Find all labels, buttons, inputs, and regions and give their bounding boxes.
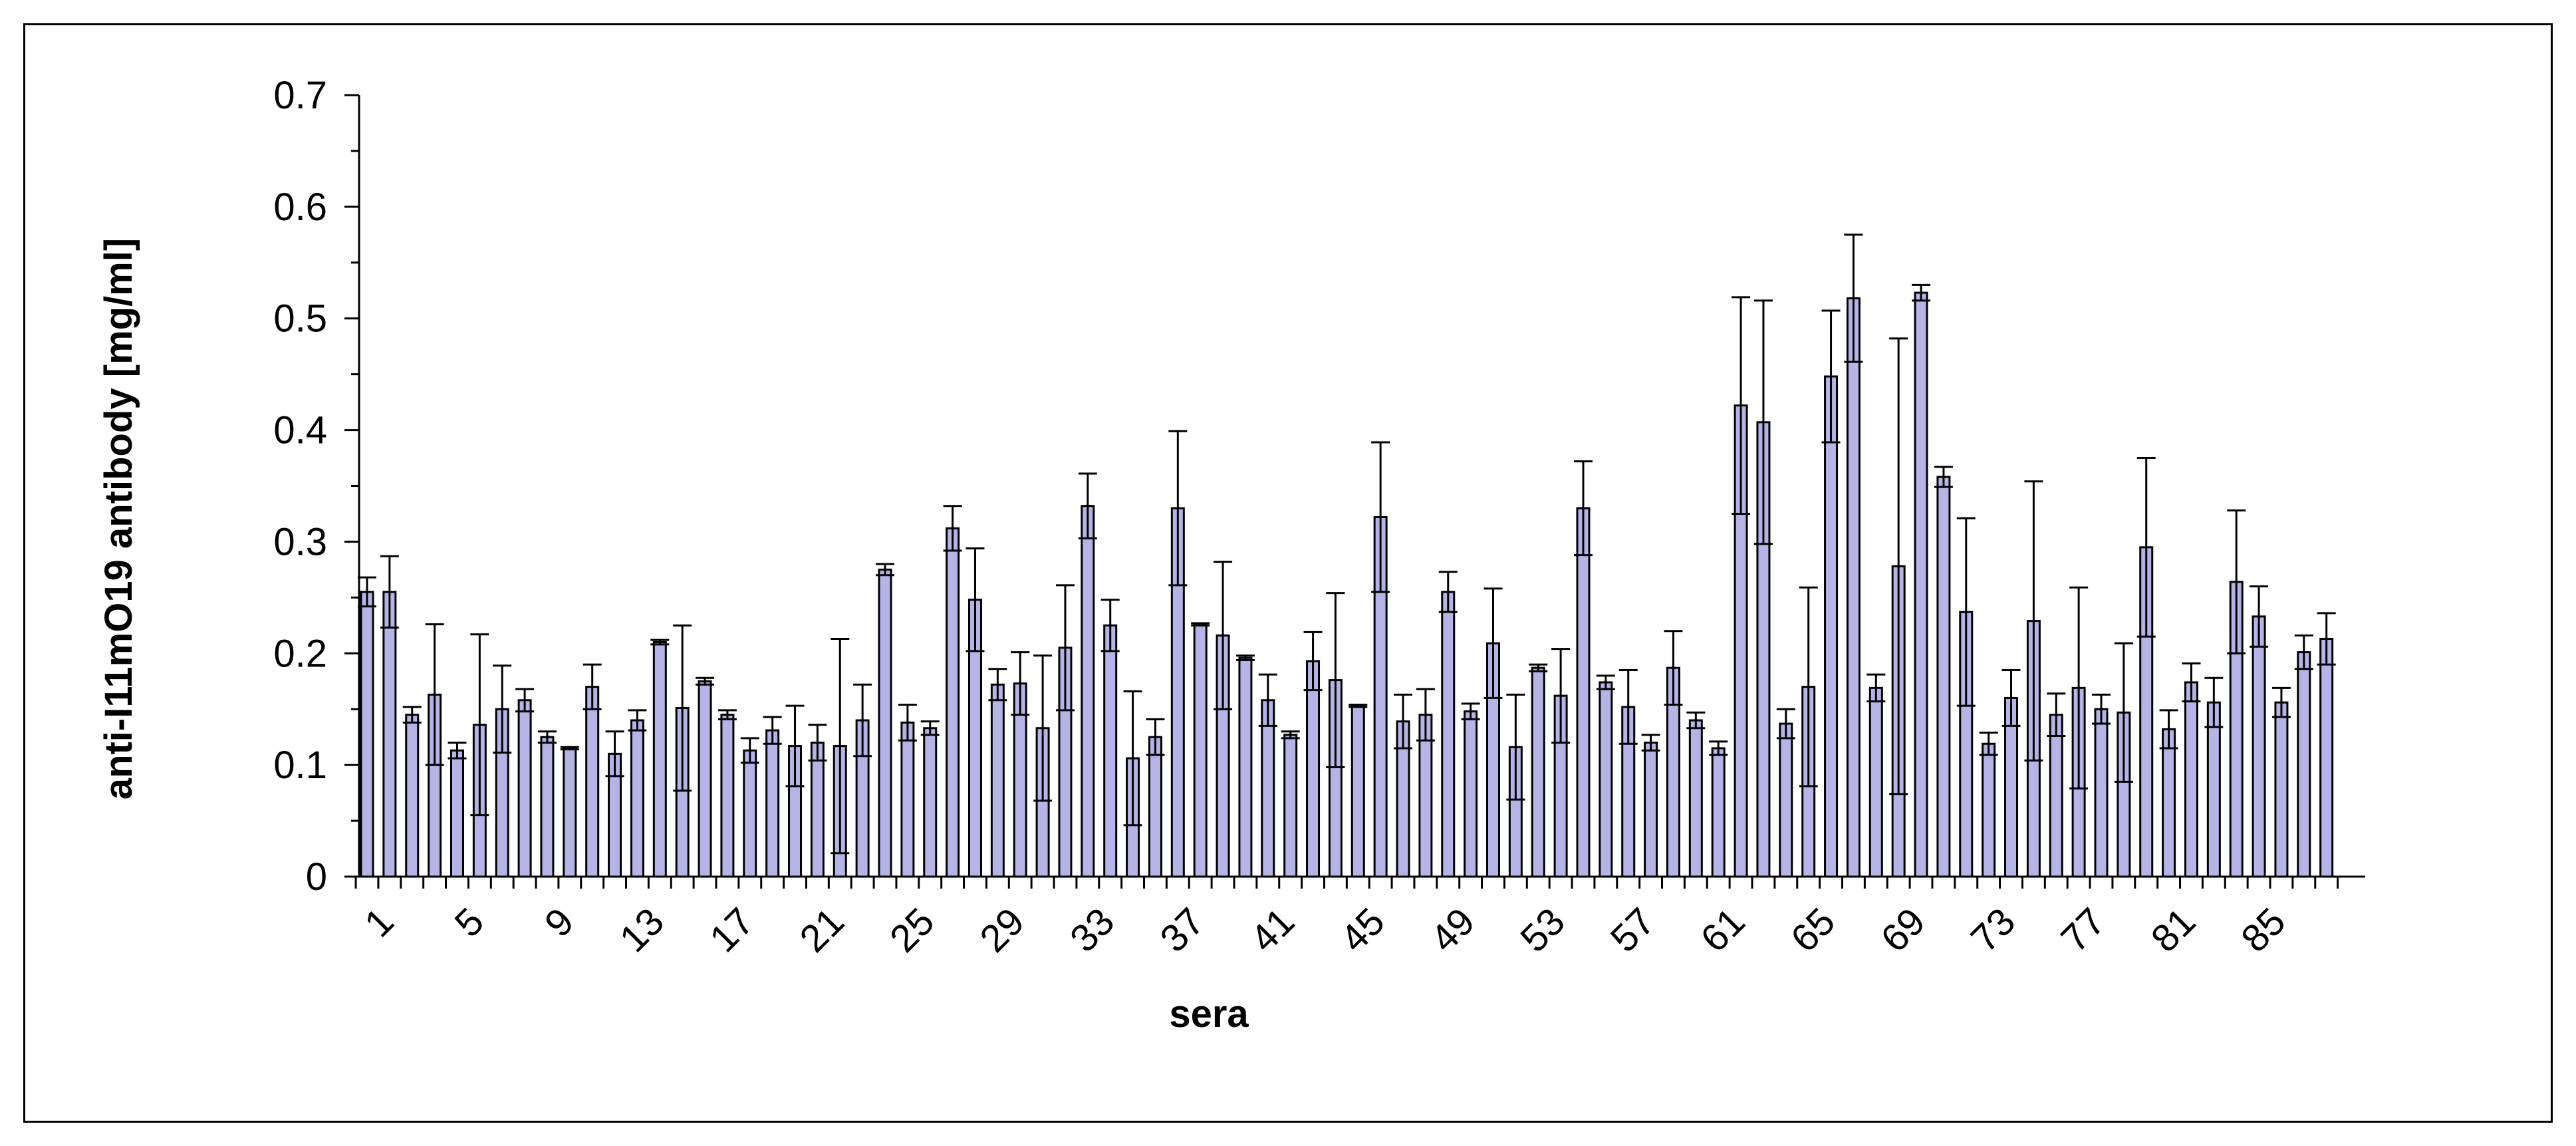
x-tick-label: 13 (611, 900, 672, 961)
bar (585, 686, 600, 878)
bar (1868, 686, 1883, 878)
bar (360, 591, 374, 878)
bar (2206, 701, 2221, 878)
bar (382, 591, 397, 878)
x-tick-label: 21 (791, 900, 852, 961)
bar (405, 714, 420, 878)
x-tick-label: 81 (2143, 900, 2204, 961)
x-tick-label: 49 (1422, 900, 1483, 961)
bars (360, 291, 2334, 878)
bar (946, 527, 960, 878)
bar (1644, 742, 1658, 878)
x-tick-label: 53 (1512, 900, 1573, 961)
bar (1238, 656, 1253, 878)
x-tick-label: 29 (971, 900, 1033, 961)
x-tick-label: 61 (1692, 900, 1753, 961)
bar (1193, 623, 1208, 878)
x-tick-label: 5 (446, 900, 492, 946)
y-tick-label: 0.6 (273, 186, 327, 229)
bar (2094, 708, 2109, 878)
x-tick-label: 65 (1783, 900, 1844, 961)
x-tick-label: 45 (1332, 900, 1393, 961)
x-tick-label: 33 (1062, 900, 1123, 961)
bar (563, 747, 577, 878)
bar (2319, 637, 2334, 878)
bar (1306, 660, 1321, 878)
y-tick-label: 0.4 (273, 409, 327, 452)
bar (1688, 719, 1703, 878)
bar (630, 719, 644, 878)
bar (1148, 736, 1162, 878)
x-tick-label: 25 (882, 900, 943, 961)
bar (1464, 710, 1478, 878)
bar (1779, 722, 1793, 878)
x-tick-label: 41 (1242, 900, 1303, 961)
bar (1103, 624, 1118, 878)
bar (1824, 375, 1839, 878)
bar (540, 736, 555, 878)
x-tick-label: 77 (2053, 900, 2114, 961)
x-tick-label: 9 (537, 900, 582, 946)
x-tick-label: 85 (2233, 900, 2294, 961)
bar (1351, 704, 1365, 878)
bar (720, 714, 735, 878)
x-tick-label: 57 (1603, 900, 1664, 961)
y-tick-label: 0.2 (273, 632, 327, 675)
bar (517, 699, 532, 878)
bar (900, 721, 915, 878)
bar (2297, 651, 2311, 878)
x-tick-label: 69 (1872, 900, 1934, 961)
y-tick-label: 0.3 (273, 520, 327, 563)
x-tick-label: 37 (1152, 900, 1213, 961)
bar (450, 749, 464, 878)
bar (652, 641, 667, 878)
bar (698, 680, 712, 878)
bar (2274, 701, 2289, 878)
y-tick-label: 0.5 (273, 297, 327, 341)
bar (2252, 615, 2266, 878)
bar (1846, 297, 1861, 878)
bar (1283, 734, 1298, 878)
bar (2184, 681, 2198, 878)
bar (810, 742, 825, 878)
bar (1081, 505, 1095, 878)
bar (1936, 476, 1951, 878)
bar (878, 568, 892, 878)
x-tick-label: 73 (1963, 900, 2024, 961)
bar (1982, 742, 1996, 878)
bar (2049, 714, 2063, 878)
bar (1576, 507, 1591, 878)
y-tick-label: 0 (306, 855, 327, 899)
bar (2162, 728, 2176, 878)
bar (1441, 591, 1456, 878)
bar (743, 749, 757, 878)
error-bars (358, 233, 2336, 855)
x-tick-label: 1 (356, 900, 402, 946)
bar (1531, 666, 1545, 878)
chart-frame (23, 23, 2553, 1123)
bar (990, 683, 1005, 878)
bar (1599, 681, 1613, 878)
x-axis-title: sera (1169, 992, 1249, 1036)
x-tick-label: 17 (702, 900, 763, 961)
y-tick-label: 0.7 (273, 74, 327, 117)
bar (1711, 747, 1726, 878)
y-axis-title: anti-I11mO19 antibody [mg/ml] (97, 238, 140, 799)
bar (765, 729, 780, 878)
bar (1914, 291, 1928, 878)
bar (923, 727, 938, 878)
y-tick-label: 0.1 (273, 744, 327, 787)
